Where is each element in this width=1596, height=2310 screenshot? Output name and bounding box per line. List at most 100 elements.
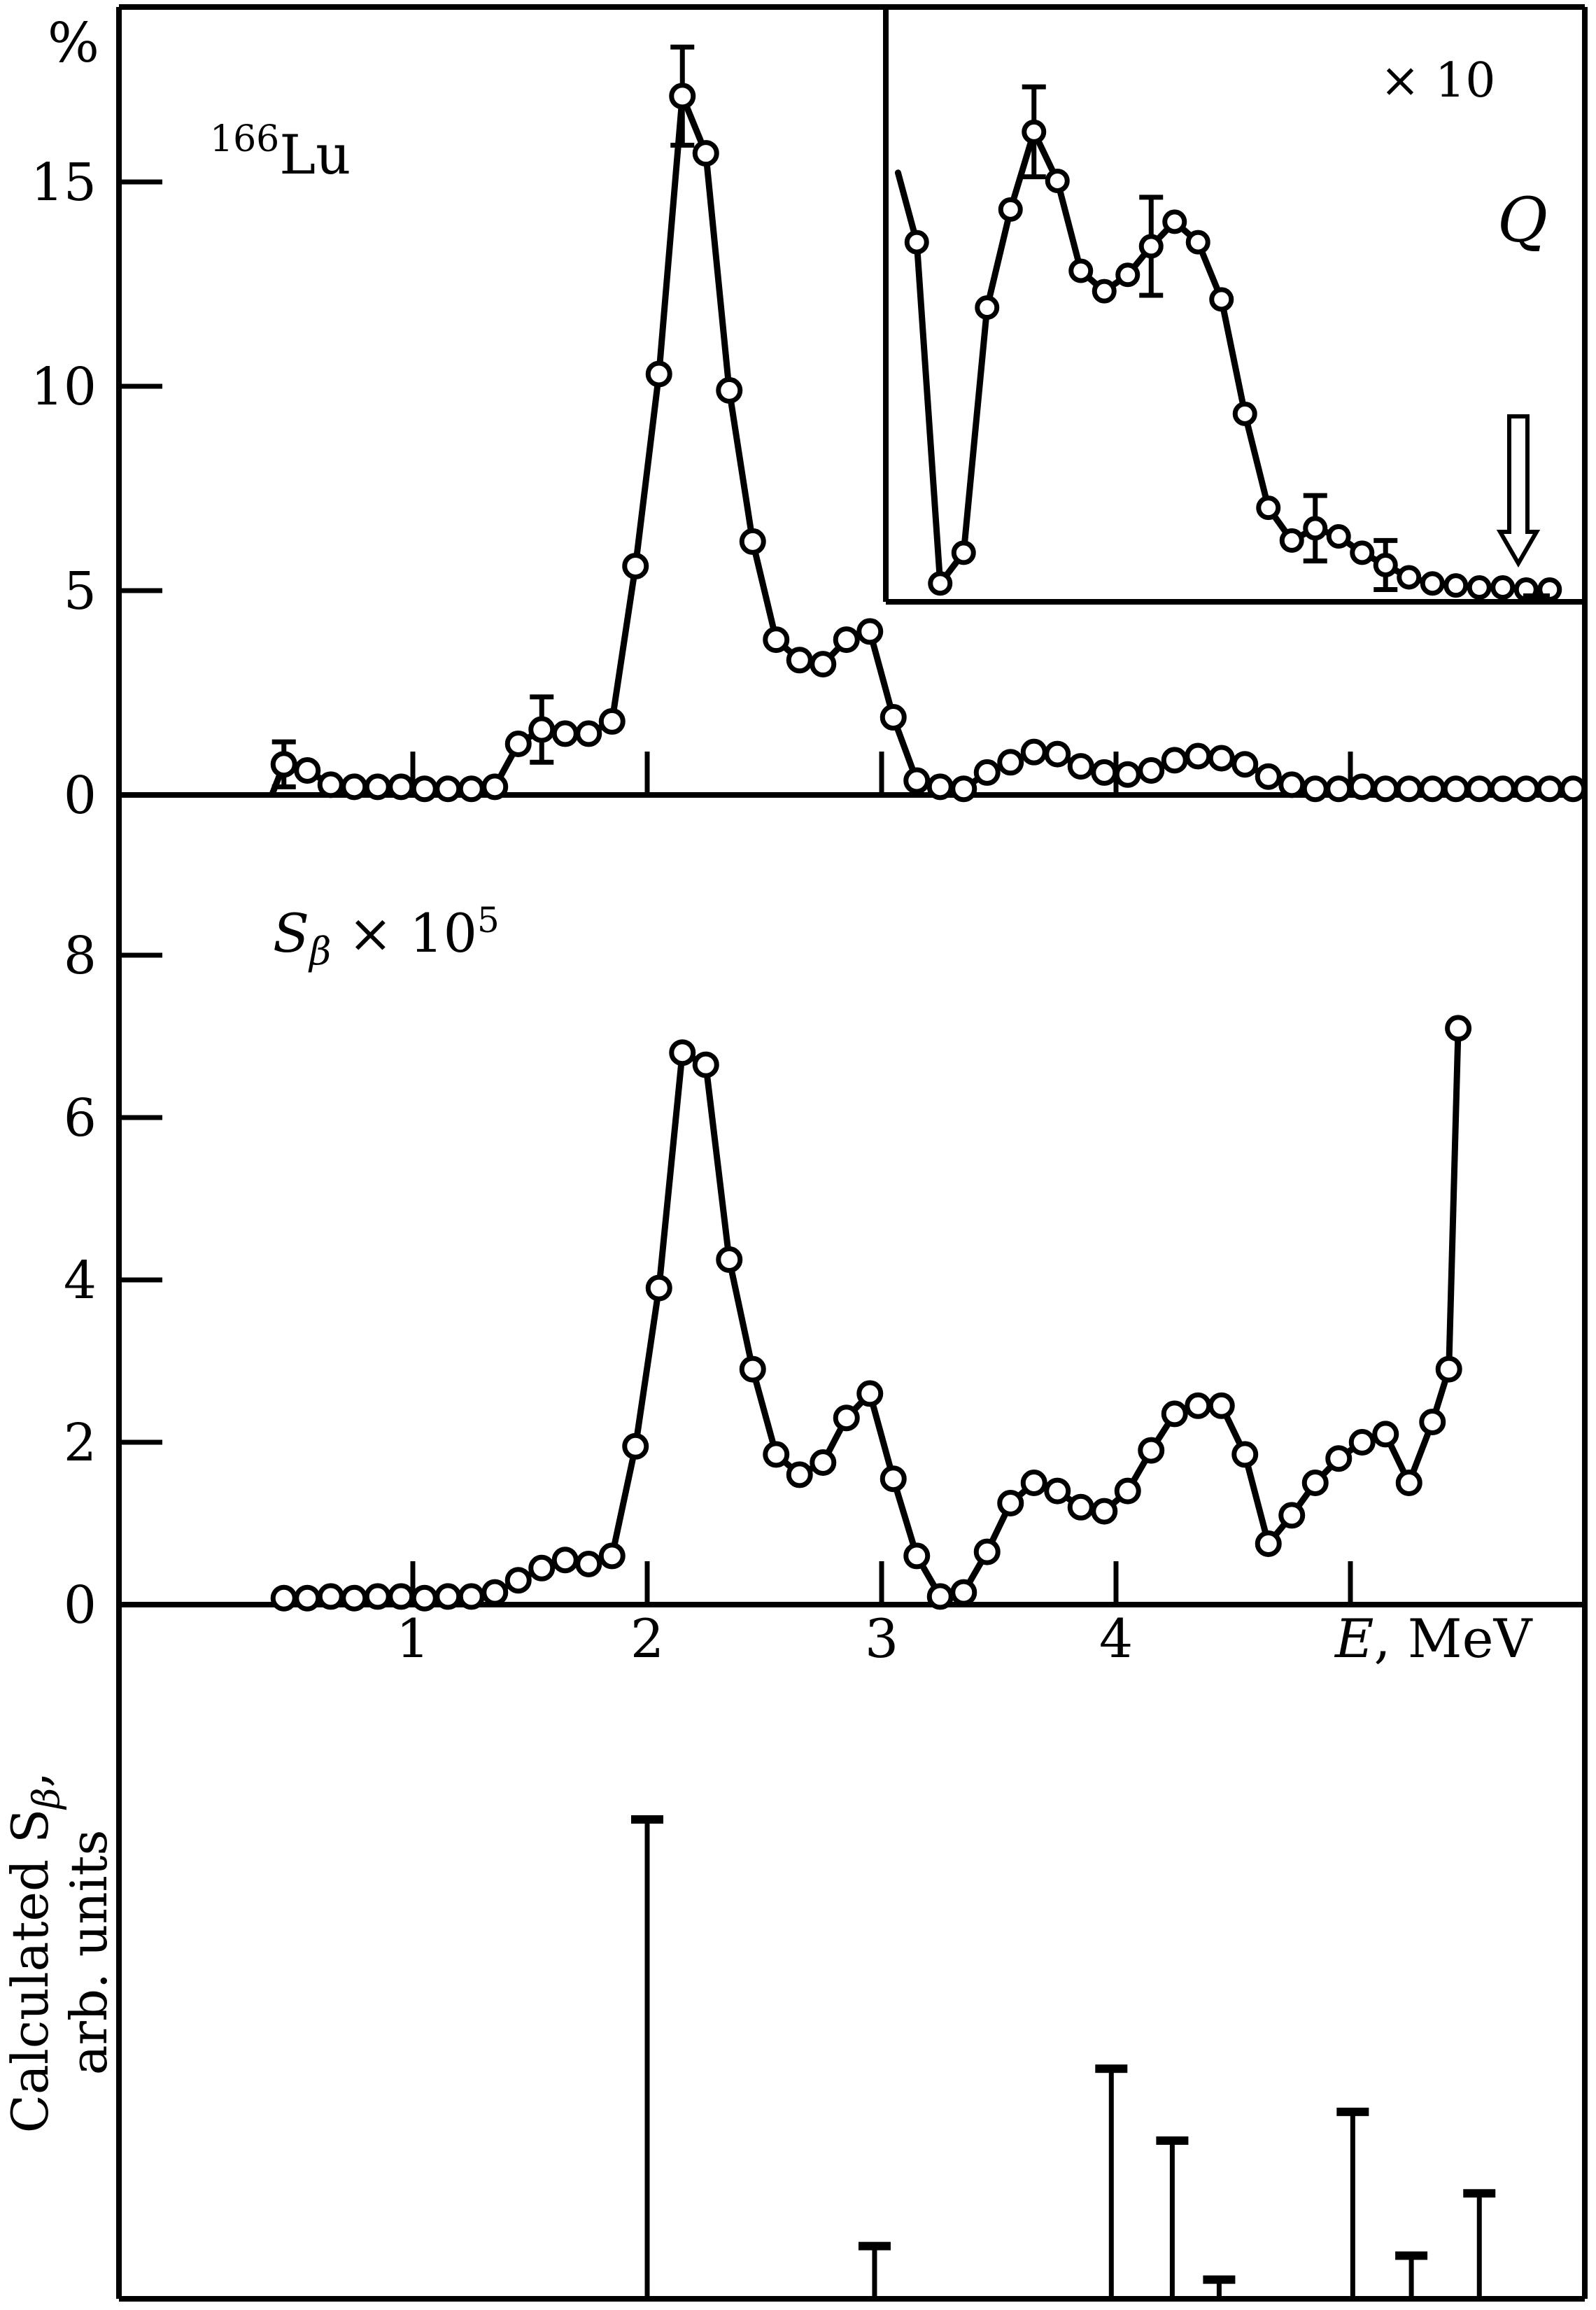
stem — [631, 1815, 663, 2296]
data-point-marker — [1115, 262, 1140, 288]
data-point-marker — [833, 1404, 860, 1432]
stem-cap — [1395, 2251, 1428, 2260]
beta-intensity-series — [269, 44, 1587, 803]
data-point-marker — [880, 704, 907, 731]
data-point-marker — [950, 775, 977, 803]
data-point-marker — [1350, 540, 1375, 565]
data-point-marker — [1091, 1498, 1118, 1525]
data-point-marker — [622, 552, 649, 579]
data-point-marker — [1395, 775, 1422, 803]
data-point-marker — [950, 1579, 977, 1606]
isotope-symbol: Lu — [279, 124, 351, 187]
data-point-marker — [1442, 775, 1469, 803]
data-point-marker — [1231, 1441, 1259, 1468]
data-point-marker — [551, 720, 579, 747]
stem-cap — [1203, 2275, 1236, 2284]
data-point-marker — [1443, 573, 1469, 598]
data-point-marker — [1020, 738, 1047, 766]
data-point-marker — [317, 1583, 344, 1610]
data-point-marker — [645, 360, 672, 388]
y-tick-label: 5 — [64, 561, 97, 621]
calculated-label-line2: arb. units — [59, 1830, 118, 2076]
data-point-marker — [975, 295, 1000, 321]
x-axis-unit: , MeV — [1373, 1607, 1532, 1670]
data-point-marker — [1067, 753, 1094, 780]
stem — [1463, 2189, 1496, 2296]
data-point-marker — [1560, 775, 1587, 803]
data-point-marker — [528, 716, 556, 743]
data-point-marker — [973, 759, 1001, 786]
y-tick-label: 8 — [64, 926, 97, 986]
y-tick-label: 15 — [31, 153, 97, 213]
data-point-marker — [903, 1542, 931, 1570]
data-point-marker — [458, 775, 485, 803]
data-point-marker — [270, 1584, 297, 1612]
data-point-marker — [739, 1355, 766, 1383]
data-point-marker — [435, 775, 462, 803]
data-point-marker — [1162, 209, 1187, 234]
data-point-marker — [810, 651, 837, 678]
data-point-marker — [1045, 168, 1070, 193]
data-point-marker — [1420, 571, 1445, 596]
data-point-marker — [388, 773, 415, 801]
stem-cap — [1336, 2107, 1369, 2116]
data-point-marker — [1372, 775, 1399, 803]
data-point-marker — [1490, 575, 1516, 600]
data-point-marker — [364, 1583, 391, 1610]
data-point-marker — [1513, 775, 1540, 803]
data-point-marker — [1114, 1477, 1141, 1505]
stem-cap — [858, 2241, 891, 2251]
data-point-marker — [716, 376, 743, 404]
stem — [1203, 2275, 1236, 2296]
data-point-marker — [294, 1584, 321, 1612]
data-point-marker — [551, 1547, 579, 1574]
data-point-marker — [575, 1551, 602, 1577]
data-point-marker — [504, 1567, 532, 1594]
data-point-marker — [973, 1538, 1001, 1565]
data-point-marker — [856, 1380, 884, 1407]
data-point-marker — [1255, 763, 1282, 790]
data-point-marker — [786, 647, 813, 674]
data-point-marker — [411, 1584, 438, 1612]
data-point-marker — [341, 773, 368, 801]
data-point-marker — [1489, 775, 1516, 803]
data-point-marker — [739, 528, 766, 555]
data-point-marker — [1138, 234, 1164, 259]
calculated-label-main: Calculated S — [1, 1809, 59, 2134]
data-point-marker — [1279, 528, 1304, 553]
data-point-marker — [435, 1583, 462, 1610]
data-point-marker — [1231, 751, 1259, 778]
data-point-marker — [786, 1461, 813, 1488]
data-point-marker — [1068, 258, 1094, 283]
data-point-marker — [1435, 1355, 1462, 1383]
data-point-marker — [1161, 1400, 1188, 1428]
data-point-marker — [669, 83, 696, 110]
stem-cap — [1095, 2064, 1128, 2073]
data-point-marker — [810, 1449, 837, 1476]
data-point-marker — [1419, 1409, 1446, 1435]
data-point-marker — [763, 1441, 790, 1468]
data-point-marker — [481, 1579, 509, 1606]
data-point-marker — [692, 140, 719, 167]
data-point-marker — [926, 773, 954, 801]
data-point-marker — [833, 626, 860, 654]
data-point-marker — [598, 1542, 626, 1570]
data-point-marker — [928, 571, 953, 596]
x-tick-label: 1 — [396, 1607, 430, 1670]
x-axis-title: E, MeV — [1334, 1607, 1533, 1670]
y-tick-label: 2 — [64, 1413, 97, 1473]
data-point-marker — [504, 731, 532, 757]
data-point-marker — [1044, 740, 1071, 768]
data-point-marker — [1232, 401, 1257, 426]
data-point-marker — [1303, 516, 1328, 541]
data-point-marker — [1185, 1392, 1212, 1419]
data-point-marker — [1208, 745, 1235, 772]
data-point-marker — [1020, 1470, 1047, 1496]
q-energy-marker — [1523, 593, 1550, 602]
y-axis-unit-label: % — [48, 12, 99, 75]
data-point-marker — [1466, 775, 1493, 803]
data-point-marker — [1255, 1530, 1282, 1557]
data-point-marker — [575, 720, 602, 747]
